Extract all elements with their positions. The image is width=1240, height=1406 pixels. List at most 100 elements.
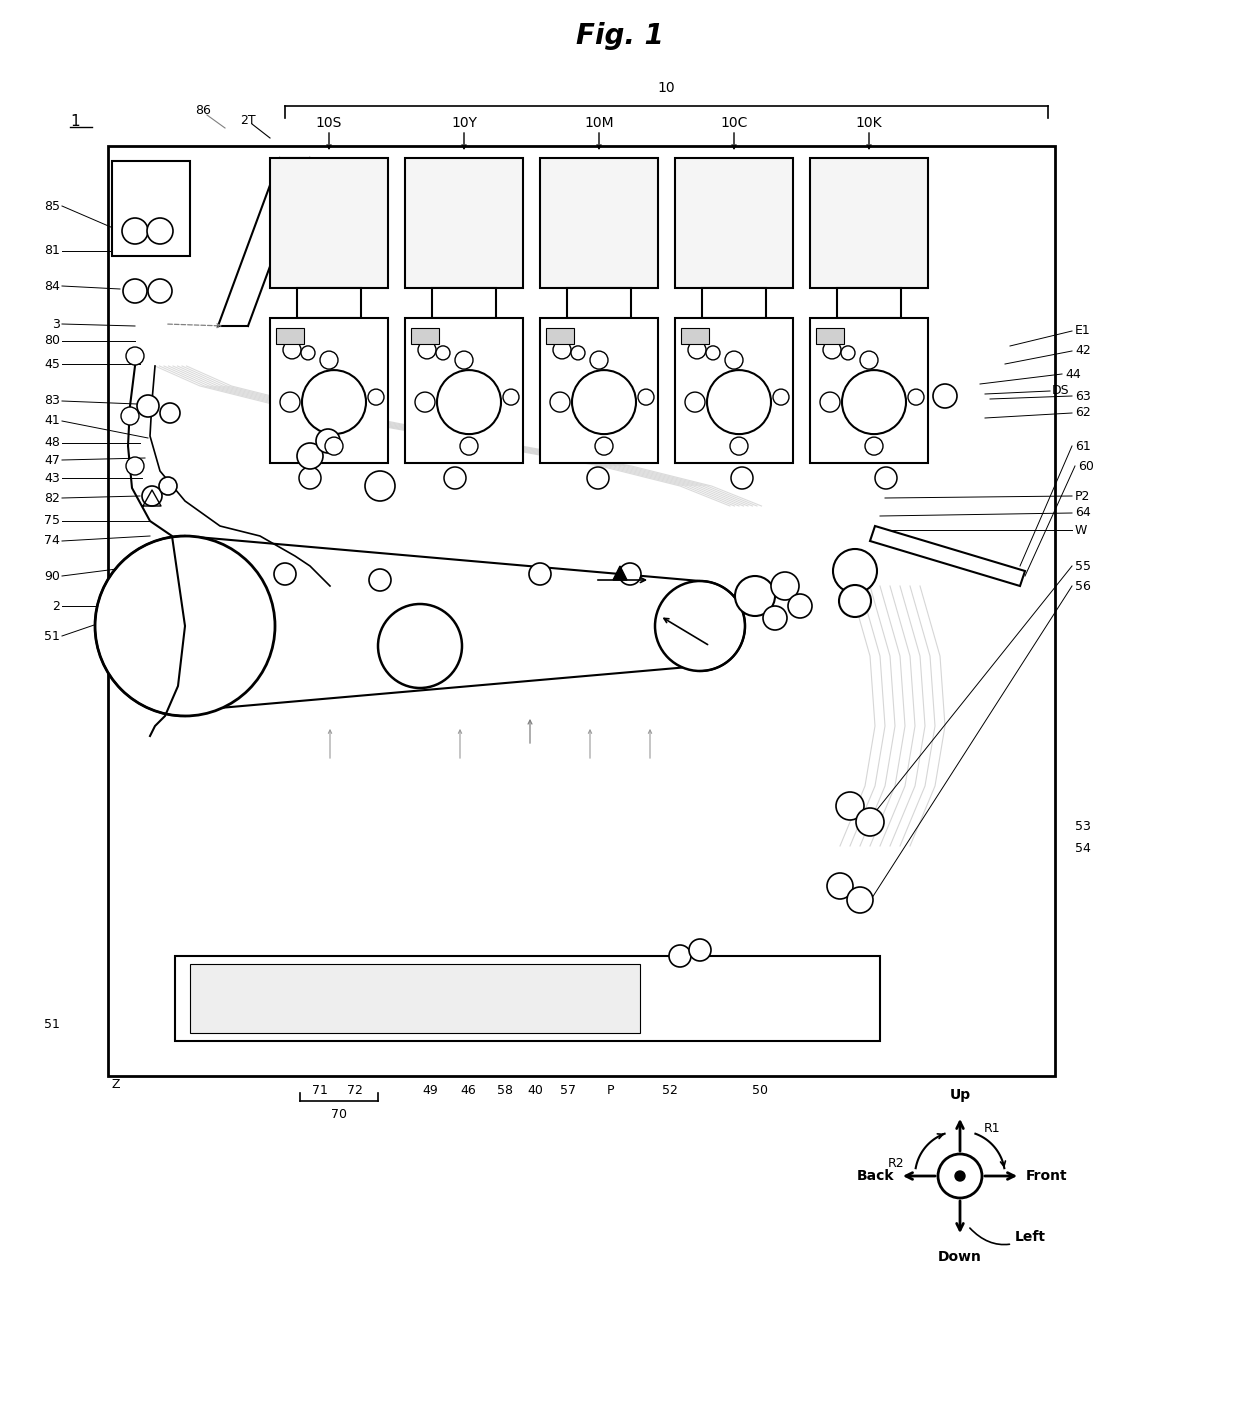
Circle shape [833, 548, 877, 593]
Circle shape [415, 392, 435, 412]
Bar [296, 288, 361, 318]
Circle shape [160, 404, 180, 423]
Text: Front: Front [1025, 1168, 1068, 1182]
Circle shape [126, 347, 144, 366]
Text: 70: 70 [331, 1108, 347, 1122]
Bar [270, 318, 388, 463]
Circle shape [955, 1171, 965, 1181]
Text: 48: 48 [45, 436, 60, 450]
Circle shape [639, 389, 653, 405]
Circle shape [460, 437, 477, 456]
Circle shape [732, 467, 753, 489]
Circle shape [908, 389, 924, 405]
Text: 10Y: 10Y [451, 117, 477, 129]
Circle shape [689, 939, 711, 960]
Circle shape [148, 278, 172, 304]
Text: 1: 1 [69, 114, 79, 128]
Circle shape [619, 562, 641, 585]
Bar [270, 157, 388, 288]
Circle shape [827, 873, 853, 898]
Bar [539, 318, 658, 463]
Circle shape [126, 457, 144, 475]
Bar [112, 162, 190, 256]
Text: 44: 44 [1065, 367, 1081, 381]
Circle shape [735, 576, 775, 616]
Text: 57: 57 [560, 1084, 577, 1098]
Circle shape [730, 437, 748, 456]
Text: 55: 55 [1075, 560, 1091, 572]
Circle shape [303, 370, 366, 434]
Circle shape [122, 406, 139, 425]
Bar [567, 288, 631, 318]
Circle shape [159, 477, 177, 495]
Circle shape [771, 572, 799, 600]
Bar [681, 328, 709, 344]
Text: 84: 84 [45, 280, 60, 292]
Circle shape [299, 467, 321, 489]
Text: 42: 42 [1075, 344, 1091, 357]
Circle shape [707, 370, 771, 434]
Text: 3: 3 [52, 318, 60, 330]
Text: 41: 41 [45, 415, 60, 427]
Text: E1: E1 [1075, 325, 1091, 337]
Text: 64: 64 [1075, 506, 1091, 519]
Circle shape [325, 437, 343, 456]
Circle shape [274, 562, 296, 585]
Bar [837, 288, 901, 318]
Circle shape [298, 443, 322, 470]
Text: 56: 56 [1075, 579, 1091, 592]
Text: Up: Up [950, 1088, 971, 1102]
Text: R1: R1 [983, 1122, 999, 1135]
Bar [432, 288, 496, 318]
Bar [702, 288, 766, 318]
Bar [810, 318, 928, 463]
Circle shape [587, 467, 609, 489]
Text: Z: Z [112, 1077, 120, 1091]
Circle shape [787, 593, 812, 619]
Circle shape [842, 370, 906, 434]
Text: 43: 43 [45, 471, 60, 485]
Bar [277, 328, 304, 344]
Circle shape [365, 471, 396, 501]
Circle shape [136, 395, 159, 418]
Circle shape [529, 562, 551, 585]
Text: Down: Down [939, 1250, 982, 1264]
Circle shape [823, 340, 841, 359]
Text: P2: P2 [1075, 489, 1090, 502]
Bar [190, 965, 640, 1033]
Text: 62: 62 [1075, 406, 1091, 419]
Circle shape [861, 352, 878, 370]
Text: 72: 72 [347, 1084, 363, 1098]
Circle shape [316, 429, 340, 453]
Circle shape [320, 352, 339, 370]
Circle shape [444, 467, 466, 489]
Text: Fig. 1: Fig. 1 [577, 22, 663, 51]
Circle shape [553, 340, 570, 359]
Bar [539, 157, 658, 288]
Circle shape [455, 352, 472, 370]
Text: 80: 80 [43, 335, 60, 347]
Circle shape [856, 808, 884, 837]
Bar [410, 328, 439, 344]
Text: 82: 82 [45, 492, 60, 505]
Circle shape [370, 569, 391, 591]
Circle shape [418, 340, 436, 359]
Text: 45: 45 [45, 357, 60, 371]
Text: 54: 54 [1075, 842, 1091, 855]
Text: 10: 10 [657, 82, 676, 96]
Text: 49: 49 [422, 1084, 438, 1098]
Text: 85: 85 [43, 200, 60, 212]
Text: 40: 40 [527, 1084, 543, 1098]
Circle shape [122, 218, 148, 245]
Bar [405, 318, 523, 463]
Circle shape [725, 352, 743, 370]
Text: 50: 50 [751, 1084, 768, 1098]
Circle shape [551, 392, 570, 412]
Circle shape [684, 392, 706, 412]
Circle shape [436, 346, 450, 360]
Circle shape [95, 536, 275, 716]
Polygon shape [613, 567, 627, 581]
Circle shape [572, 370, 636, 434]
Circle shape [841, 346, 856, 360]
Circle shape [836, 792, 864, 820]
